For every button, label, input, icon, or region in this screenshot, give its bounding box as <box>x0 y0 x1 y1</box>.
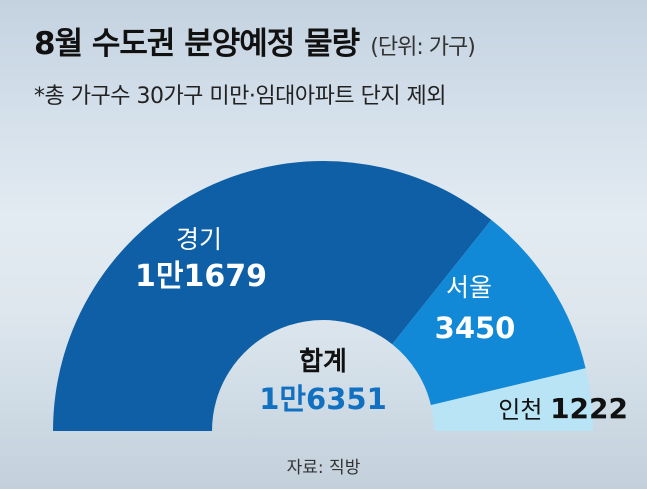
slice-2-value: 3450 <box>435 311 516 345</box>
slice-1-name: 경기 <box>176 225 222 254</box>
slice-1-value: 1만1679 <box>135 259 267 294</box>
source-note: 자료: 직방 <box>286 458 361 478</box>
total-value: 1만6351 <box>259 382 387 416</box>
slice-3-label: 인천 1222 <box>498 392 628 425</box>
unit-label: (단위: 가구) <box>370 35 476 60</box>
slice-3-name: 인천 <box>498 396 550 424</box>
total-label: 합계 <box>299 347 347 377</box>
slice-3-value: 1222 <box>550 392 628 425</box>
chart-subtitle: *총 가구수 30가구 미만·임대아파트 단지 제외 <box>34 84 447 109</box>
slice-3 <box>430 368 593 431</box>
slice-1 <box>53 161 492 432</box>
slice-2 <box>392 219 586 406</box>
chart-title: 8월 수도권 분양예정 물량 <box>34 26 360 62</box>
chart-title-row: 8월 수도권 분양예정 물량 (단위: 가구) <box>34 18 476 63</box>
slice-2-name: 서울 <box>446 273 492 302</box>
